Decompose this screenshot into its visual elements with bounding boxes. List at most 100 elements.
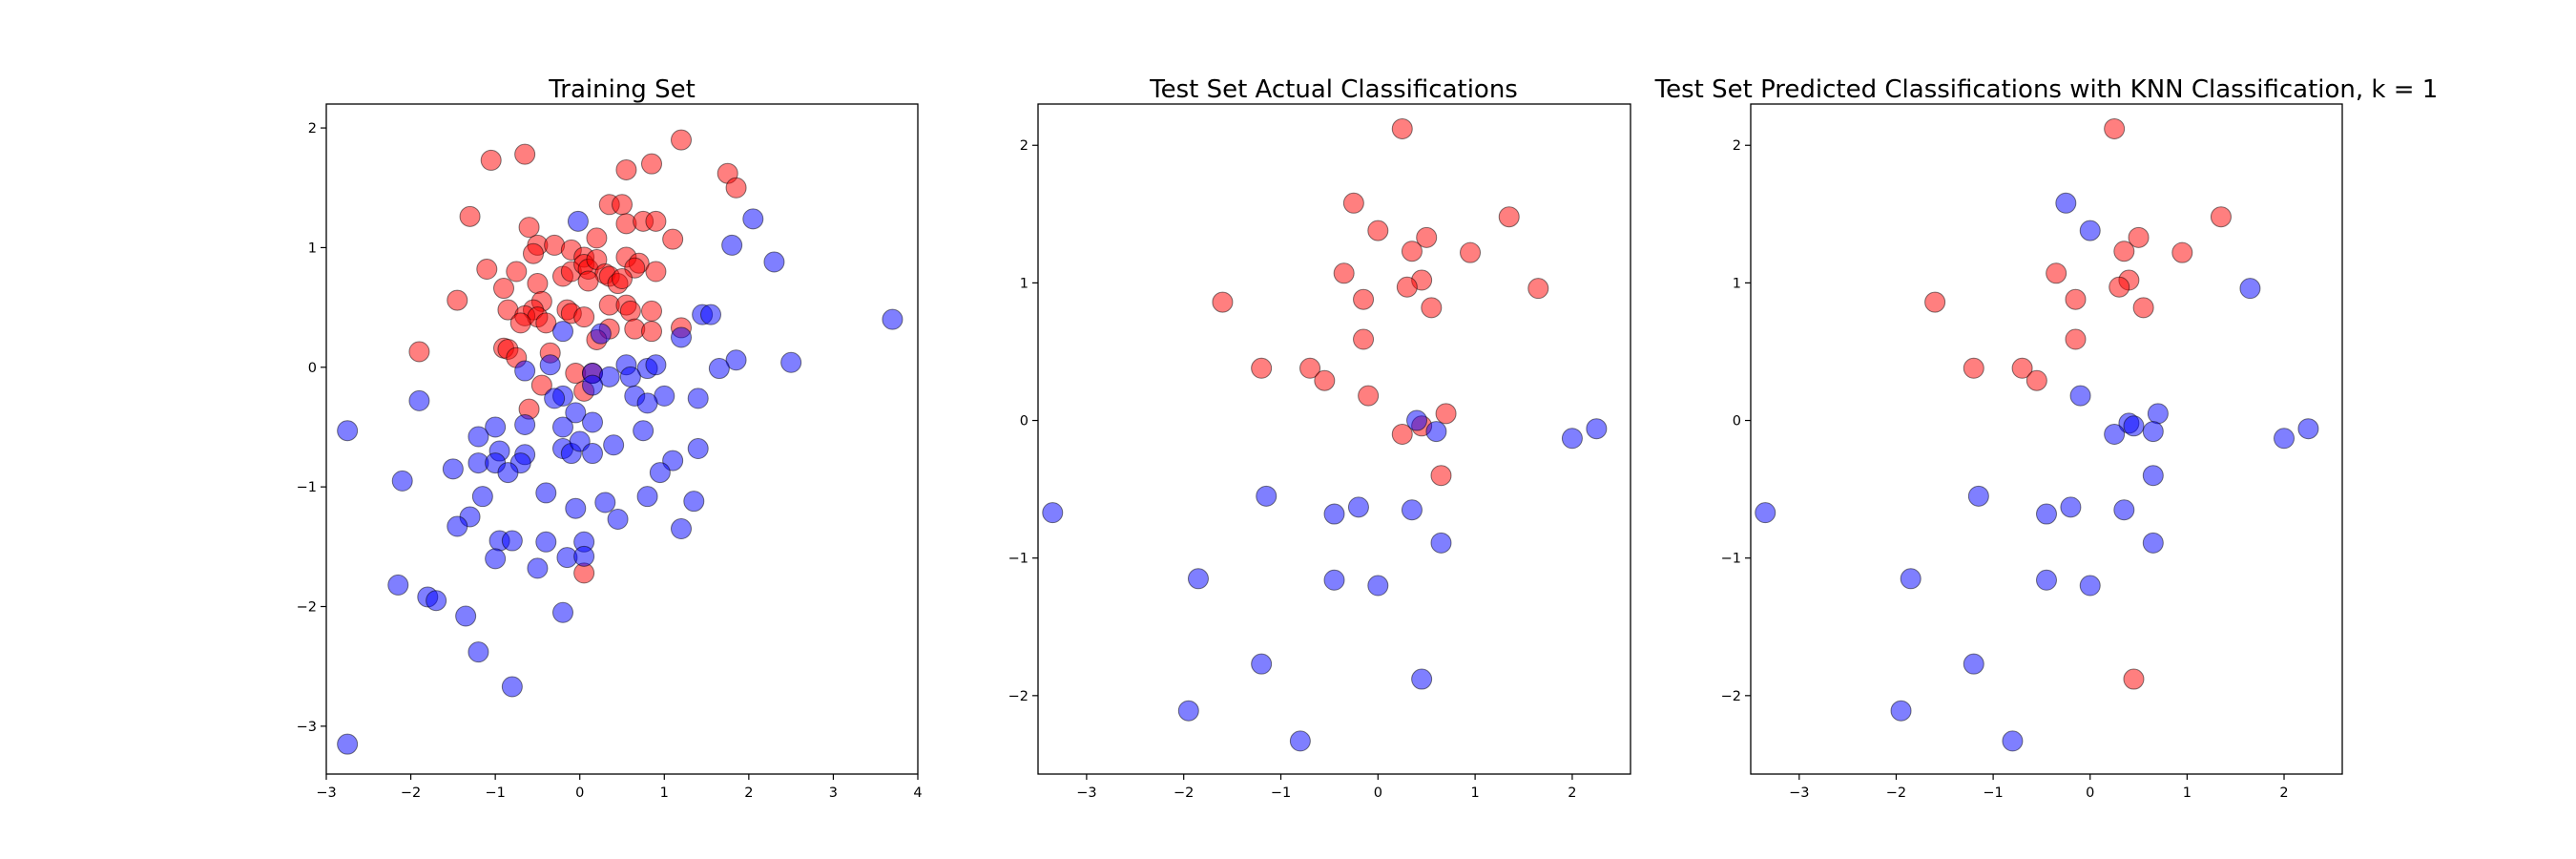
red-point bbox=[1460, 241, 1482, 263]
blue-point bbox=[567, 210, 589, 232]
red-point bbox=[1367, 220, 1389, 241]
red-point bbox=[1430, 465, 1452, 487]
red-point bbox=[530, 374, 552, 396]
blue-point bbox=[2060, 496, 2082, 518]
x-tick-label: 2 bbox=[2279, 786, 2288, 801]
red-point bbox=[447, 289, 468, 311]
red-point bbox=[1421, 297, 1443, 319]
red-point bbox=[1401, 241, 1423, 262]
blue-point bbox=[426, 590, 447, 612]
blue-point bbox=[1900, 568, 1922, 590]
test-predicted-plot: Test Set Predicted Classifications with … bbox=[1654, 75, 2439, 801]
blue-point bbox=[687, 388, 709, 409]
blue-point bbox=[471, 486, 493, 508]
blue-point bbox=[1367, 575, 1389, 597]
red-point bbox=[641, 321, 662, 343]
blue-point bbox=[590, 323, 612, 345]
blue-point bbox=[594, 492, 616, 513]
training-set-frame bbox=[325, 103, 919, 775]
x-tick-label: −1 bbox=[1271, 786, 1291, 801]
blue-point bbox=[1430, 532, 1452, 554]
blue-point bbox=[582, 443, 603, 465]
blue-point bbox=[2297, 418, 2319, 440]
blue-point bbox=[501, 676, 523, 698]
y-tick-label: 0 bbox=[1020, 414, 1028, 430]
blue-point bbox=[1963, 653, 1984, 675]
blue-point bbox=[582, 411, 603, 433]
blue-point bbox=[535, 531, 557, 553]
red-point bbox=[1391, 423, 1413, 445]
blue-point bbox=[633, 420, 654, 442]
red-point bbox=[2128, 226, 2150, 248]
blue-point bbox=[1561, 428, 1583, 450]
blue-point bbox=[780, 351, 802, 373]
red-point bbox=[577, 270, 599, 292]
blue-point bbox=[708, 358, 730, 380]
test-actual-plot: Test Set Actual Classifications −3 −2 −1 0 1… bbox=[1008, 75, 1631, 801]
y-tick-label: −1 bbox=[1008, 552, 1028, 567]
red-point bbox=[619, 300, 641, 322]
blue-point bbox=[565, 497, 587, 519]
blue-point bbox=[337, 420, 359, 442]
y-tick-label: 2 bbox=[1733, 138, 1741, 154]
blue-point bbox=[683, 491, 705, 513]
x-tick-label: −3 bbox=[1789, 786, 1809, 801]
blue-point bbox=[1411, 668, 1433, 690]
blue-point bbox=[1425, 421, 1447, 443]
blue-point bbox=[2069, 385, 2091, 407]
y-tick-label: 2 bbox=[308, 121, 317, 136]
training-set-title: Training Set bbox=[548, 75, 696, 104]
y-tick-label: −3 bbox=[297, 720, 317, 735]
blue-point bbox=[527, 557, 549, 579]
red-point bbox=[1527, 278, 1549, 300]
blue-point bbox=[603, 434, 625, 456]
red-point bbox=[2123, 668, 2145, 690]
y-tick-label: 1 bbox=[308, 241, 317, 256]
blue-point bbox=[671, 518, 692, 540]
x-tick-label: −1 bbox=[1983, 786, 2003, 801]
test-predicted-frame bbox=[1750, 103, 2343, 775]
blue-point bbox=[514, 413, 536, 435]
blue-point bbox=[1406, 409, 1428, 431]
x-tick-label: −3 bbox=[1076, 786, 1096, 801]
blue-point bbox=[721, 234, 743, 256]
red-point bbox=[2046, 262, 2067, 284]
blue-point bbox=[2147, 403, 2169, 425]
training-set-plot: Training Set −3 −2 −1 0 1 2 3 4 −3 −2 −1 0 1 2 bbox=[297, 75, 923, 801]
x-tick-label: −2 bbox=[1174, 786, 1194, 801]
y-tick-label: 0 bbox=[308, 361, 317, 376]
blue-point bbox=[742, 208, 764, 230]
blue-point bbox=[442, 458, 464, 480]
test-predicted-title: Test Set Predicted Classifications with … bbox=[1654, 75, 2439, 104]
test-actual-ticks: −3 −2 −1 0 1 2 −2 −1 0 1 2 bbox=[1008, 138, 1577, 801]
blue-point bbox=[1401, 499, 1423, 521]
blue-point bbox=[1177, 700, 1199, 722]
blue-point bbox=[645, 354, 667, 376]
blue-point bbox=[539, 354, 561, 376]
blue-point bbox=[687, 438, 709, 460]
y-tick-label: −1 bbox=[297, 480, 317, 495]
red-point bbox=[641, 153, 662, 175]
blue-point bbox=[1187, 568, 1209, 590]
red-point bbox=[2065, 328, 2087, 350]
red-point bbox=[514, 143, 536, 165]
y-tick-label: −1 bbox=[1721, 552, 1741, 567]
red-point bbox=[527, 273, 549, 295]
blue-point bbox=[1323, 503, 1345, 525]
blue-point bbox=[2055, 192, 2077, 214]
blue-point bbox=[2113, 499, 2135, 521]
blue-point bbox=[2036, 503, 2057, 525]
red-point bbox=[1314, 369, 1336, 391]
blue-point bbox=[2002, 730, 2024, 752]
blue-point bbox=[1251, 653, 1273, 675]
blue-point bbox=[2142, 421, 2164, 443]
x-tick-label: 4 bbox=[913, 786, 922, 801]
blue-point bbox=[2239, 278, 2261, 300]
red-point bbox=[641, 300, 662, 322]
blue-point bbox=[763, 251, 785, 273]
blue-point bbox=[387, 574, 409, 596]
red-point bbox=[535, 312, 557, 334]
red-point bbox=[725, 177, 747, 199]
y-tick-label: 1 bbox=[1733, 276, 1741, 291]
blue-point bbox=[725, 349, 747, 371]
